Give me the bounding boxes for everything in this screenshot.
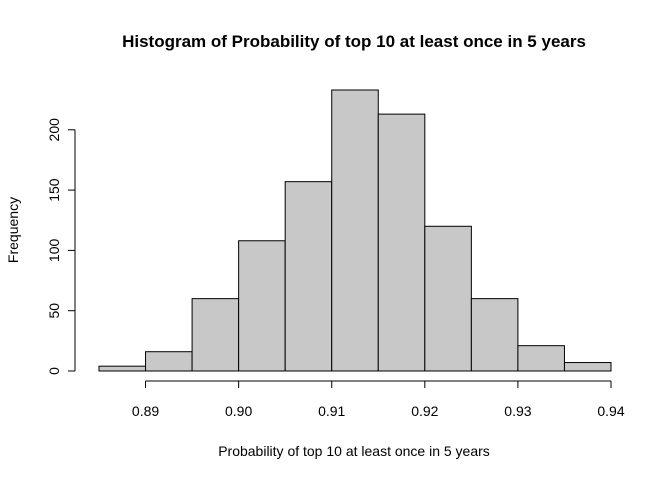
histogram-bar xyxy=(331,89,379,372)
histogram-bar xyxy=(424,225,472,372)
y-tick-label: 50 xyxy=(46,303,62,319)
x-tick-label: 0.91 xyxy=(318,403,345,419)
x-tick-label: 0.89 xyxy=(132,403,159,419)
histogram-bar xyxy=(563,362,612,372)
x-tick-label: 0.94 xyxy=(597,403,624,419)
histogram-bar xyxy=(517,345,565,372)
x-axis-label: Probability of top 10 at least once in 5… xyxy=(218,443,490,459)
y-tick-label: 100 xyxy=(46,239,62,263)
histogram-bar xyxy=(284,181,333,372)
histogram-bar xyxy=(191,298,240,372)
x-axis: 0.89 0.90 0.91 0.92 0.93 0.94 xyxy=(132,380,625,419)
x-tick-label: 0.90 xyxy=(225,403,252,419)
y-tick-label: 150 xyxy=(46,178,62,202)
histogram-bar xyxy=(145,351,193,372)
histogram-bar xyxy=(377,113,426,372)
x-tick-label: 0.93 xyxy=(504,403,531,419)
y-axis: 0 50 100 150 200 xyxy=(46,118,76,375)
bars-group xyxy=(98,89,612,372)
x-tick-label: 0.92 xyxy=(411,403,438,419)
histogram-bar xyxy=(98,365,147,372)
y-tick-label: 200 xyxy=(46,118,62,142)
histogram-bar xyxy=(238,240,286,372)
chart-title: Histogram of Probability of top 10 at le… xyxy=(122,32,586,51)
histogram-bar xyxy=(470,298,519,372)
y-tick-label: 0 xyxy=(46,367,62,375)
y-axis-label: Frequency xyxy=(5,197,21,263)
